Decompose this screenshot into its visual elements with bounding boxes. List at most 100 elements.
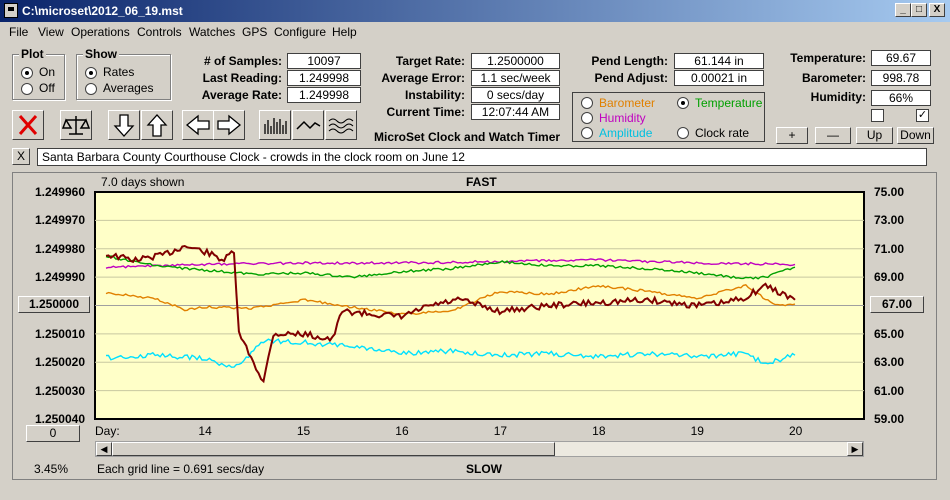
- pend-length-value: 61.144 in: [674, 53, 764, 69]
- show-rates-radio[interactable]: [85, 67, 97, 79]
- horizontal-scrollbar[interactable]: ◀ ▶: [95, 441, 864, 457]
- y-right-tick-label: 59.00: [874, 412, 905, 426]
- zoom-in-button[interactable]: +: [776, 127, 808, 144]
- offset-button[interactable]: 0: [26, 425, 80, 442]
- y-right-tick-label: 61.00: [874, 383, 905, 398]
- bar-plot-button[interactable]: [259, 110, 291, 140]
- temperature-label: Temperature:: [790, 51, 866, 65]
- average-error-value: 1.1 sec/week: [471, 70, 560, 86]
- down-arrow-button[interactable]: [108, 110, 140, 140]
- show-averages-radio[interactable]: [85, 83, 97, 95]
- barometer-radio[interactable]: [581, 97, 593, 109]
- y-right-tick-label: 65.00: [874, 326, 905, 341]
- humidity-option-label: Humidity: [599, 111, 646, 125]
- instability-value: 0 secs/day: [471, 87, 560, 103]
- grid-note-label: Each grid line = 0.691 secs/day: [97, 462, 265, 476]
- menu-view[interactable]: View: [38, 25, 64, 39]
- arrow-left-icon: [185, 114, 210, 136]
- scroll-up-button[interactable]: Up: [856, 127, 893, 144]
- percent-label: 3.45%: [34, 462, 69, 476]
- zoom-out-button[interactable]: —: [815, 127, 851, 144]
- plot-group-title: Plot: [19, 47, 46, 61]
- y-right-tick-label: 69.00: [874, 270, 905, 285]
- scale-balance-icon: [61, 116, 91, 135]
- current-time-value: 12:07:44 AM: [471, 104, 560, 120]
- scroll-down-button[interactable]: Down: [897, 127, 934, 144]
- humidity-radio[interactable]: [581, 112, 593, 124]
- wave-plot-icon: [328, 118, 354, 134]
- close-window-button[interactable]: X: [929, 3, 945, 17]
- minimize-button[interactable]: _: [895, 3, 911, 17]
- up-arrow-button[interactable]: [141, 110, 173, 140]
- amplitude-option-label: Amplitude: [599, 126, 653, 140]
- app-icon: [4, 3, 18, 18]
- x-tick-label: 20: [789, 424, 803, 438]
- clear-description-button[interactable]: X: [12, 148, 30, 165]
- menu-gps[interactable]: GPS: [242, 25, 268, 39]
- menu-watches[interactable]: Watches: [189, 25, 236, 39]
- clock-rate-radio[interactable]: [677, 127, 689, 139]
- scroll-left-arrow-icon[interactable]: ◀: [96, 442, 112, 456]
- samples-value: 10097: [287, 53, 361, 69]
- pend-length-label: Pend Length:: [591, 54, 668, 68]
- clock-rate-option-label: Clock rate: [695, 126, 750, 140]
- temperature-radio[interactable]: [677, 97, 689, 109]
- title-bar: C:\microset\2012_06_19.mst _ □ X: [0, 0, 950, 22]
- temperature-option-label: Temperature: [695, 96, 763, 110]
- bar-plot-icon: [264, 118, 287, 134]
- arrow-down-icon: [113, 114, 135, 137]
- menu-bar: File View Operations Controls Watches GP…: [0, 22, 950, 42]
- humidity-label: Humidity:: [810, 90, 866, 104]
- right-checkbox[interactable]: ✓: [916, 109, 929, 122]
- average-error-label: Average Error:: [381, 71, 465, 85]
- plot-off-radio[interactable]: [21, 83, 33, 95]
- left-checkbox[interactable]: [871, 109, 884, 122]
- x-tick-label: 19: [690, 424, 704, 438]
- target-rate-value: 1.2500000: [471, 53, 560, 69]
- arrow-right-icon: [217, 114, 242, 136]
- scroll-thumb[interactable]: [112, 442, 555, 456]
- balance-button[interactable]: [60, 110, 92, 140]
- menu-operations[interactable]: Operations: [71, 25, 130, 39]
- show-averages-label: Averages: [103, 81, 154, 95]
- menu-configure[interactable]: Configure: [274, 25, 327, 39]
- scroll-right-arrow-icon[interactable]: ▶: [847, 442, 863, 456]
- plot-on-radio[interactable]: [21, 67, 33, 79]
- left-value-button[interactable]: 1.250000: [18, 296, 90, 313]
- x-tick-label: 14: [198, 424, 212, 438]
- barometer-value: 998.78: [871, 70, 931, 86]
- x-tick-label: 17: [493, 424, 508, 438]
- window-title: C:\microset\2012_06_19.mst: [22, 4, 183, 18]
- right-value-button[interactable]: 67.00: [870, 296, 924, 313]
- y-left-tick-label: 1.249970: [34, 213, 85, 228]
- app-name: MicroSet Clock and Watch Timer: [374, 130, 561, 144]
- stop-button[interactable]: [12, 110, 44, 140]
- menu-controls[interactable]: Controls: [137, 25, 182, 39]
- last-reading-value: 1.249998: [287, 70, 361, 86]
- line-plot-icon: [296, 120, 321, 130]
- left-arrow-button[interactable]: [182, 110, 214, 140]
- x-tick-label: 18: [592, 424, 606, 438]
- y-left-tick-label: 1.250030: [34, 383, 85, 398]
- pend-adjust-value: 0.00021 in: [674, 70, 764, 86]
- humidity-value: 66%: [871, 90, 931, 106]
- fast-label: FAST: [466, 175, 497, 189]
- line-plot-button[interactable]: [292, 110, 324, 140]
- maximize-button[interactable]: □: [911, 3, 927, 17]
- y-left-tick-label: 1.250040: [34, 412, 85, 426]
- y-left-tick-label: 1.250020: [34, 355, 85, 370]
- day-label: Day:: [95, 424, 120, 438]
- wave-plot-button[interactable]: [325, 110, 357, 140]
- y-left-tick-label: 1.249980: [34, 241, 85, 256]
- description-field[interactable]: Santa Barbara County Courthouse Clock - …: [37, 148, 927, 166]
- amplitude-radio[interactable]: [581, 127, 593, 139]
- y-right-tick-label: 71.00: [874, 241, 905, 256]
- y-left-tick-label: 1.250010: [34, 326, 85, 341]
- temperature-value: 69.67: [871, 50, 931, 66]
- pend-adjust-label: Pend Adjust:: [594, 71, 668, 85]
- right-arrow-button[interactable]: [213, 110, 245, 140]
- y-right-tick-label: 73.00: [874, 213, 905, 228]
- barometer-label: Barometer:: [801, 71, 866, 85]
- menu-file[interactable]: File: [9, 25, 29, 39]
- menu-help[interactable]: Help: [332, 25, 357, 39]
